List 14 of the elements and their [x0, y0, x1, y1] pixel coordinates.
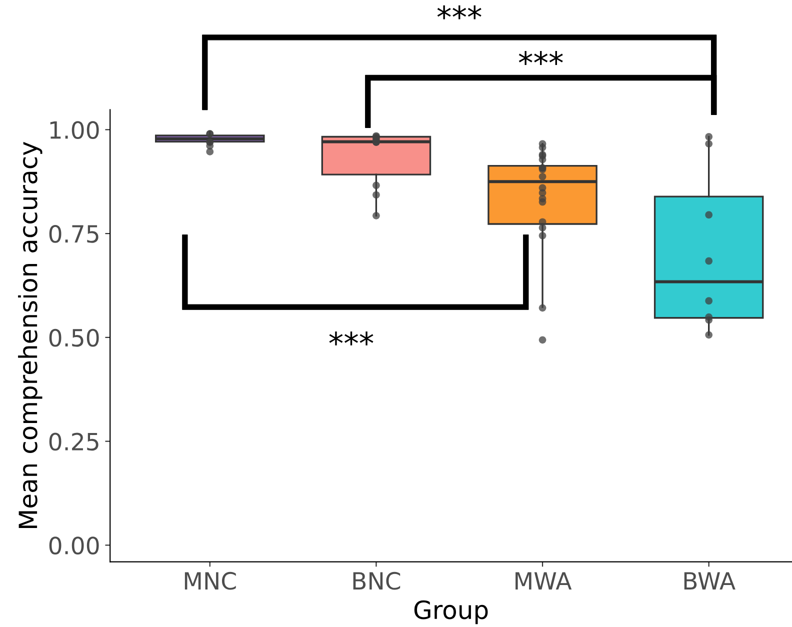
y-tick-label: 1.00	[50, 121, 99, 139]
text: ***	[437, 5, 482, 20]
y-tick-label: 0.00	[49, 536, 99, 554]
annotation: ***	[329, 331, 374, 346]
x-tick-label: BNC	[353, 572, 400, 590]
x-tick-label: MNC	[184, 572, 236, 590]
x-tick-label: BWA	[684, 572, 736, 590]
y-tick-label: 0.25	[49, 432, 98, 451]
y-axis-title: Mean comprehension accuracy	[18, 142, 42, 528]
text: ***	[518, 51, 563, 65]
y-tick-label: 0.75	[49, 224, 98, 243]
x-tick-label: MWA	[516, 572, 572, 590]
y-tick-label: 0.50	[49, 328, 99, 347]
x-axis-title: Group	[414, 600, 488, 624]
